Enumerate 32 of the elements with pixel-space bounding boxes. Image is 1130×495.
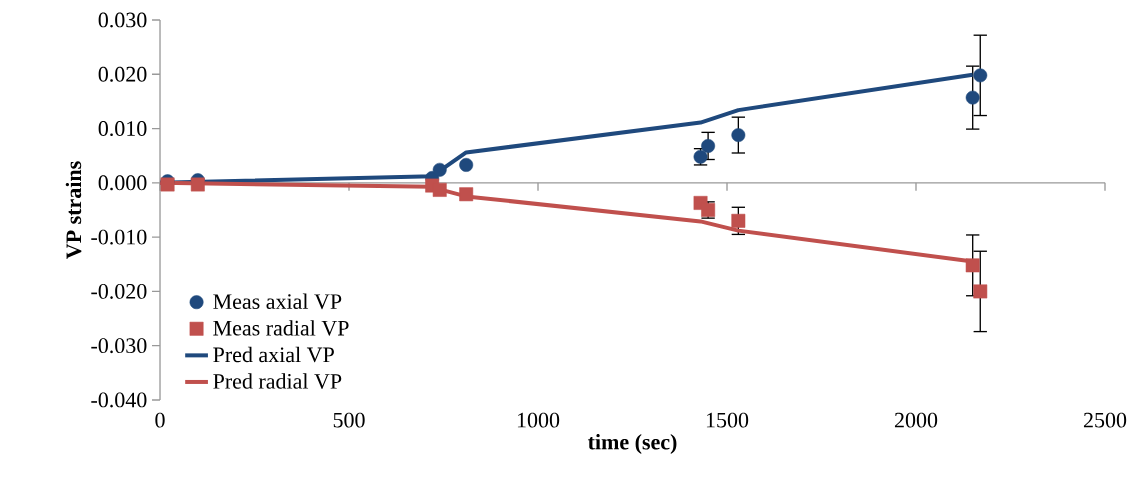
point bbox=[432, 162, 447, 177]
point bbox=[701, 139, 716, 153]
y-tick-label: 0.010 bbox=[98, 121, 147, 137]
y-axis-title: VP strains bbox=[65, 161, 82, 259]
y-tick-label: 0.020 bbox=[98, 66, 147, 82]
point bbox=[965, 90, 980, 105]
x-axis-title: time (sec) bbox=[587, 434, 677, 454]
x-tick-label: 1000 bbox=[517, 412, 560, 428]
point bbox=[459, 158, 474, 172]
point bbox=[459, 187, 474, 202]
x-tick-label: 2500 bbox=[1083, 412, 1127, 428]
legend-label: Meas axial VP bbox=[213, 293, 342, 310]
y-tick-label: 0.030 bbox=[98, 12, 147, 28]
point bbox=[731, 213, 746, 228]
y-tick-label: -0.030 bbox=[91, 338, 147, 354]
point bbox=[973, 68, 988, 83]
point bbox=[965, 258, 980, 273]
x-tick-label: 500 bbox=[333, 412, 365, 428]
y-tick-label: -0.020 bbox=[91, 283, 147, 299]
legend-label: Pred radial VP bbox=[213, 373, 342, 389]
x-tick-label: 1500 bbox=[706, 412, 749, 428]
legend-label: Pred axial VP bbox=[213, 346, 334, 363]
legend-label: Meas radial VP bbox=[213, 320, 349, 336]
x-tick-label: 2000 bbox=[894, 412, 938, 428]
y-tick-label: -0.010 bbox=[91, 229, 147, 245]
point bbox=[190, 177, 205, 192]
x-tick-label: 0 bbox=[155, 412, 165, 428]
point bbox=[432, 182, 447, 197]
point bbox=[731, 128, 746, 143]
y-tick-label: -0.040 bbox=[91, 392, 147, 408]
point bbox=[973, 284, 988, 299]
y-tick-label: 0.000 bbox=[98, 175, 147, 191]
